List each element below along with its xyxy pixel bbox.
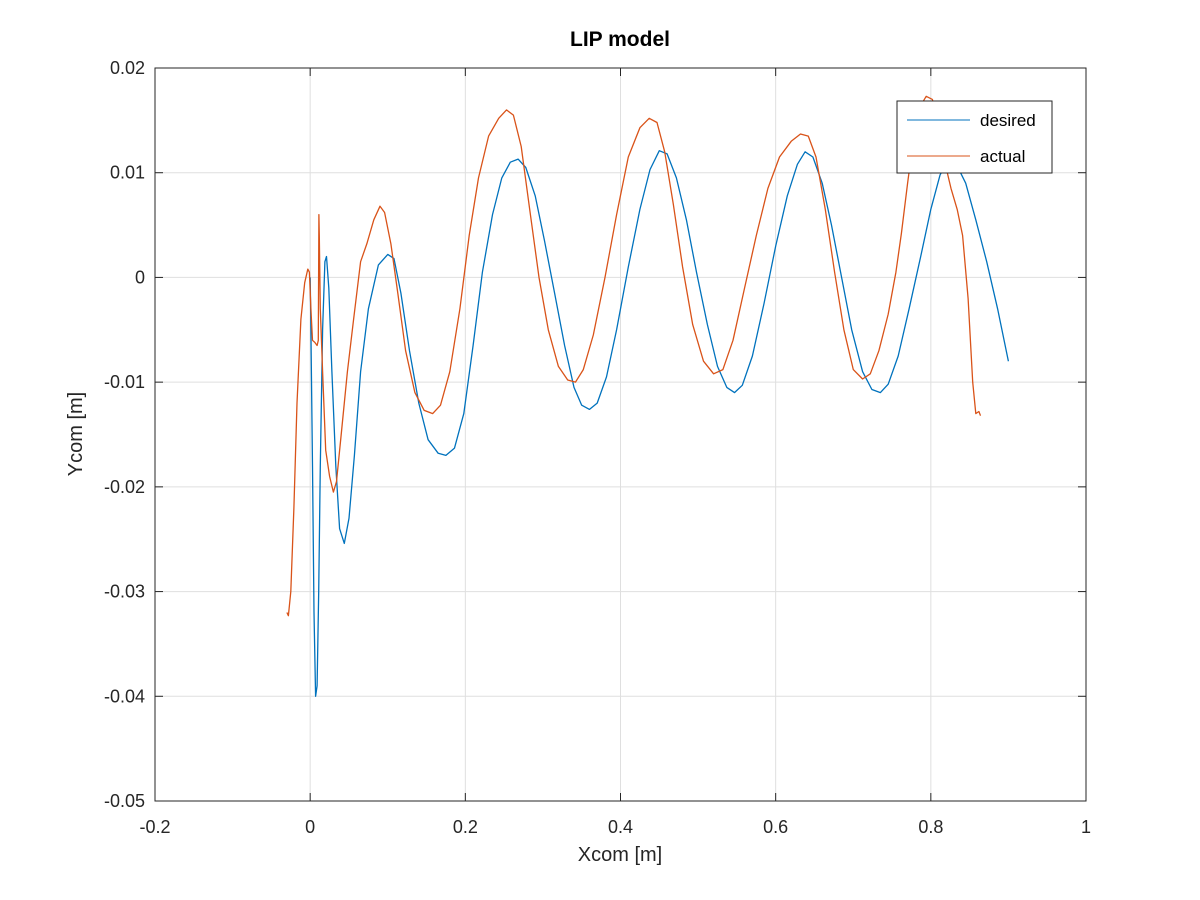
x-axis-label: Xcom [m] [578,844,662,866]
y-tick-label: 0 [135,267,145,287]
y-tick-label: 0.02 [110,58,145,78]
series-lines [286,95,1010,697]
y-tick-label: 0.01 [110,163,145,183]
series-line-actual [286,95,982,617]
y-tick-label: -0.01 [104,372,145,392]
x-tick-label: -0.2 [139,817,170,837]
x-tick-label: 0.6 [763,817,788,837]
legend-label-desired: desired [980,111,1036,130]
x-tick-label: 0.4 [608,817,633,837]
x-tick-label: 0.8 [918,817,943,837]
x-tick-label: 0 [305,817,315,837]
y-tick-label: -0.03 [104,582,145,602]
legend[interactable]: desired actual [896,100,1053,174]
legend-label-actual: actual [980,147,1025,166]
series-line-desired [309,150,1010,697]
ticks: -0.2 0 0.2 0.4 0.6 0.8 1 -0.05 -0.04 -0.03 -0.02 -0… [104,58,1091,837]
x-tick-label: 0.2 [453,817,478,837]
x-tick-label: 1 [1081,817,1091,837]
y-tick-label: -0.04 [104,686,145,706]
legend-box [896,100,1053,174]
y-tick-label: -0.05 [104,791,145,811]
y-axis-label: Ycom [m] [65,392,87,476]
y-tick-label: -0.02 [104,477,145,497]
chart-title: LIP model [570,28,670,51]
